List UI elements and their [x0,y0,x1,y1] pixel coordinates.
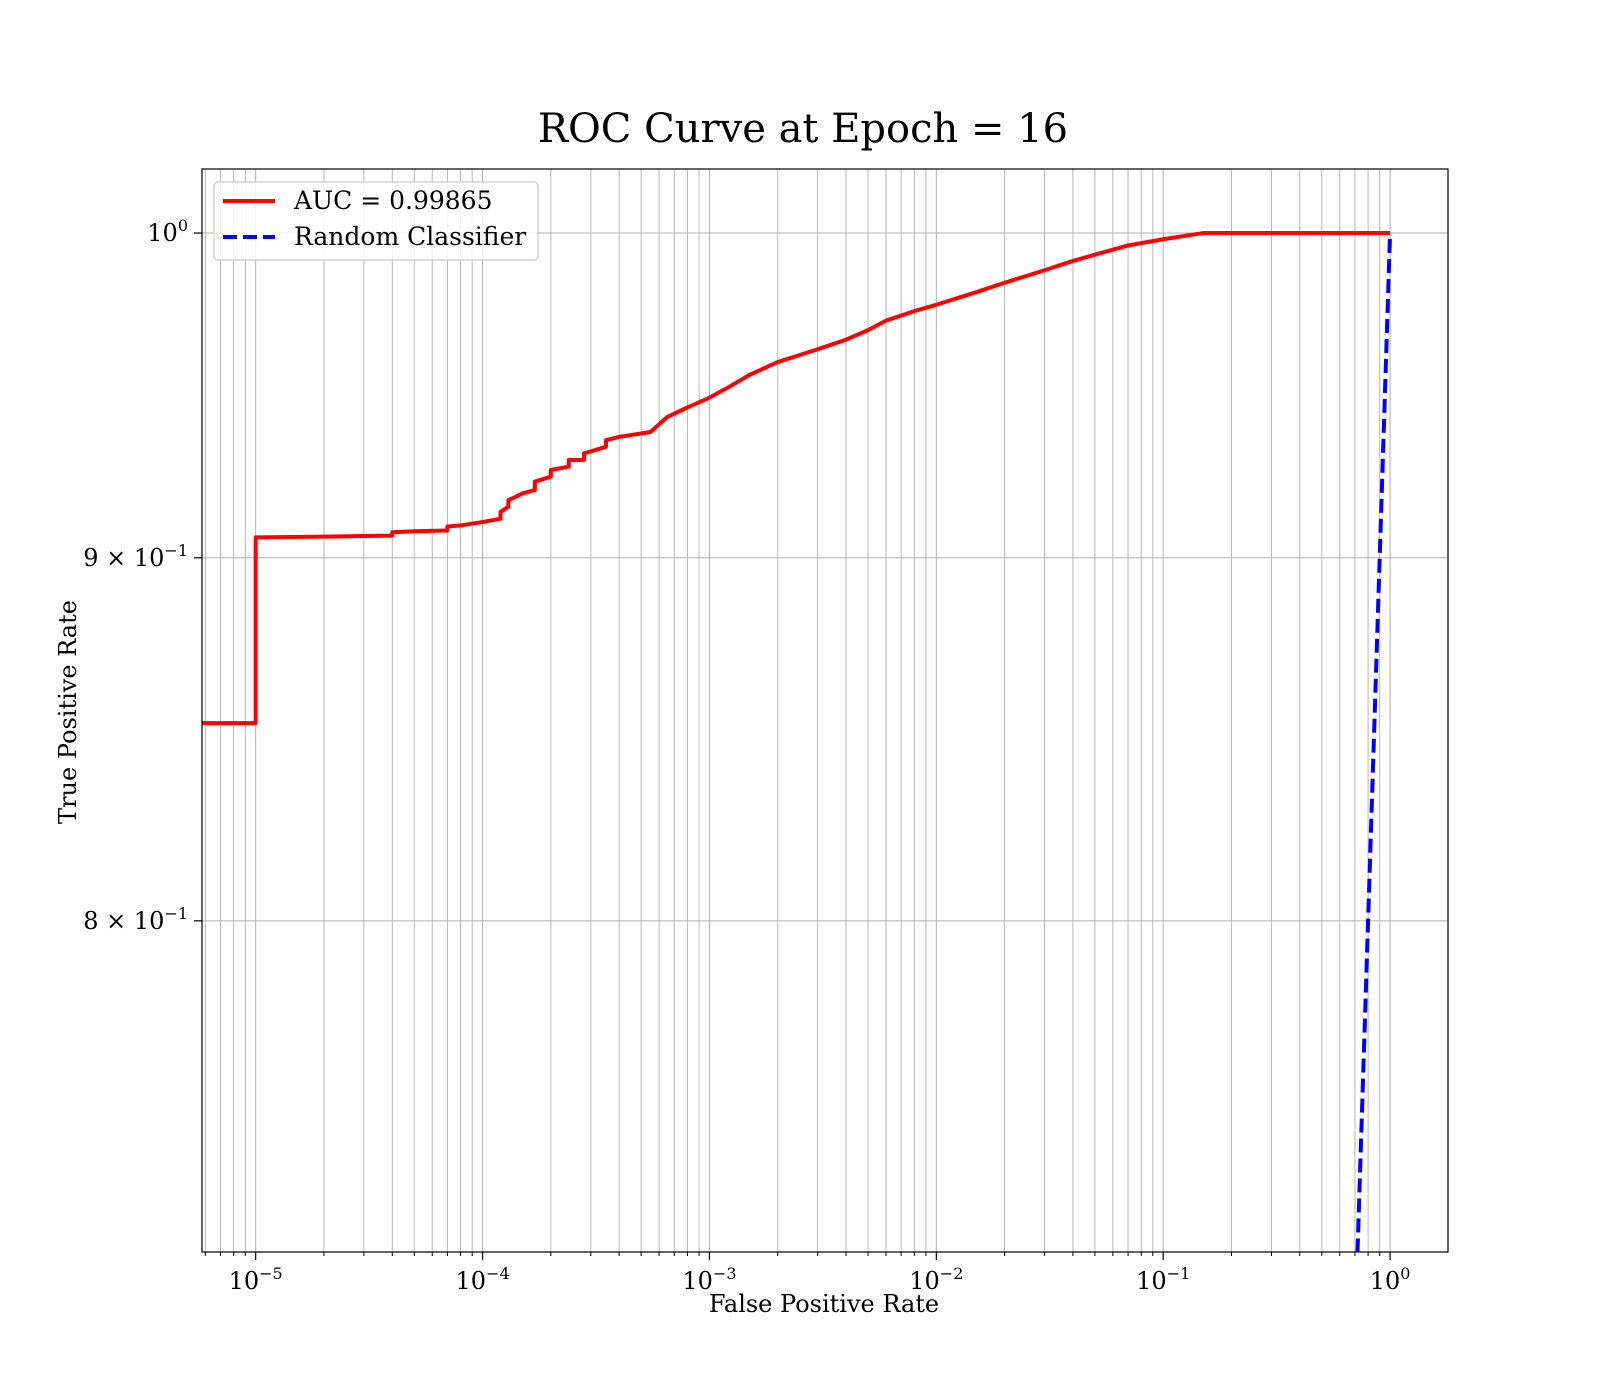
legend-label-auc: AUC = 0.99865 [293,186,492,215]
series-layer [202,231,1393,1252]
y-tick-label: 8 × 10−1 [83,904,188,935]
x-tick-label: 10−1 [1136,1264,1190,1295]
x-tick-label: 100 [1370,1264,1411,1295]
legend-label-random: Random Classifier [294,222,526,251]
y-axis-label: True Positive Rate [54,600,82,824]
y-tick-label: 9 × 10−1 [83,541,188,572]
x-tick-label: 10−5 [229,1264,283,1295]
x-tick-label: 10−3 [682,1264,736,1295]
x-tick-label: 10−4 [455,1264,509,1295]
x-axis-label: False Positive Rate [709,1290,939,1318]
roc-curve-line [202,231,1391,726]
major-grid [202,169,1448,1252]
minor-grid [204,169,1381,1252]
random-classifier-line [1355,232,1393,1252]
plot-frame [201,168,1449,1253]
legend: AUC = 0.99865 Random Classifier [213,181,539,261]
chart-title: ROC Curve at Epoch = 16 [538,106,1068,152]
x-tick-label: 10−2 [909,1264,963,1295]
y-axis-ticks: 100 9 × 10−1 8 × 10−1 [83,216,202,935]
legend-box [213,181,539,261]
x-axis-ticks: 10−5 10−4 10−3 10−2 10−1 100 [204,1252,1411,1295]
y-tick-label: 100 [147,216,188,247]
